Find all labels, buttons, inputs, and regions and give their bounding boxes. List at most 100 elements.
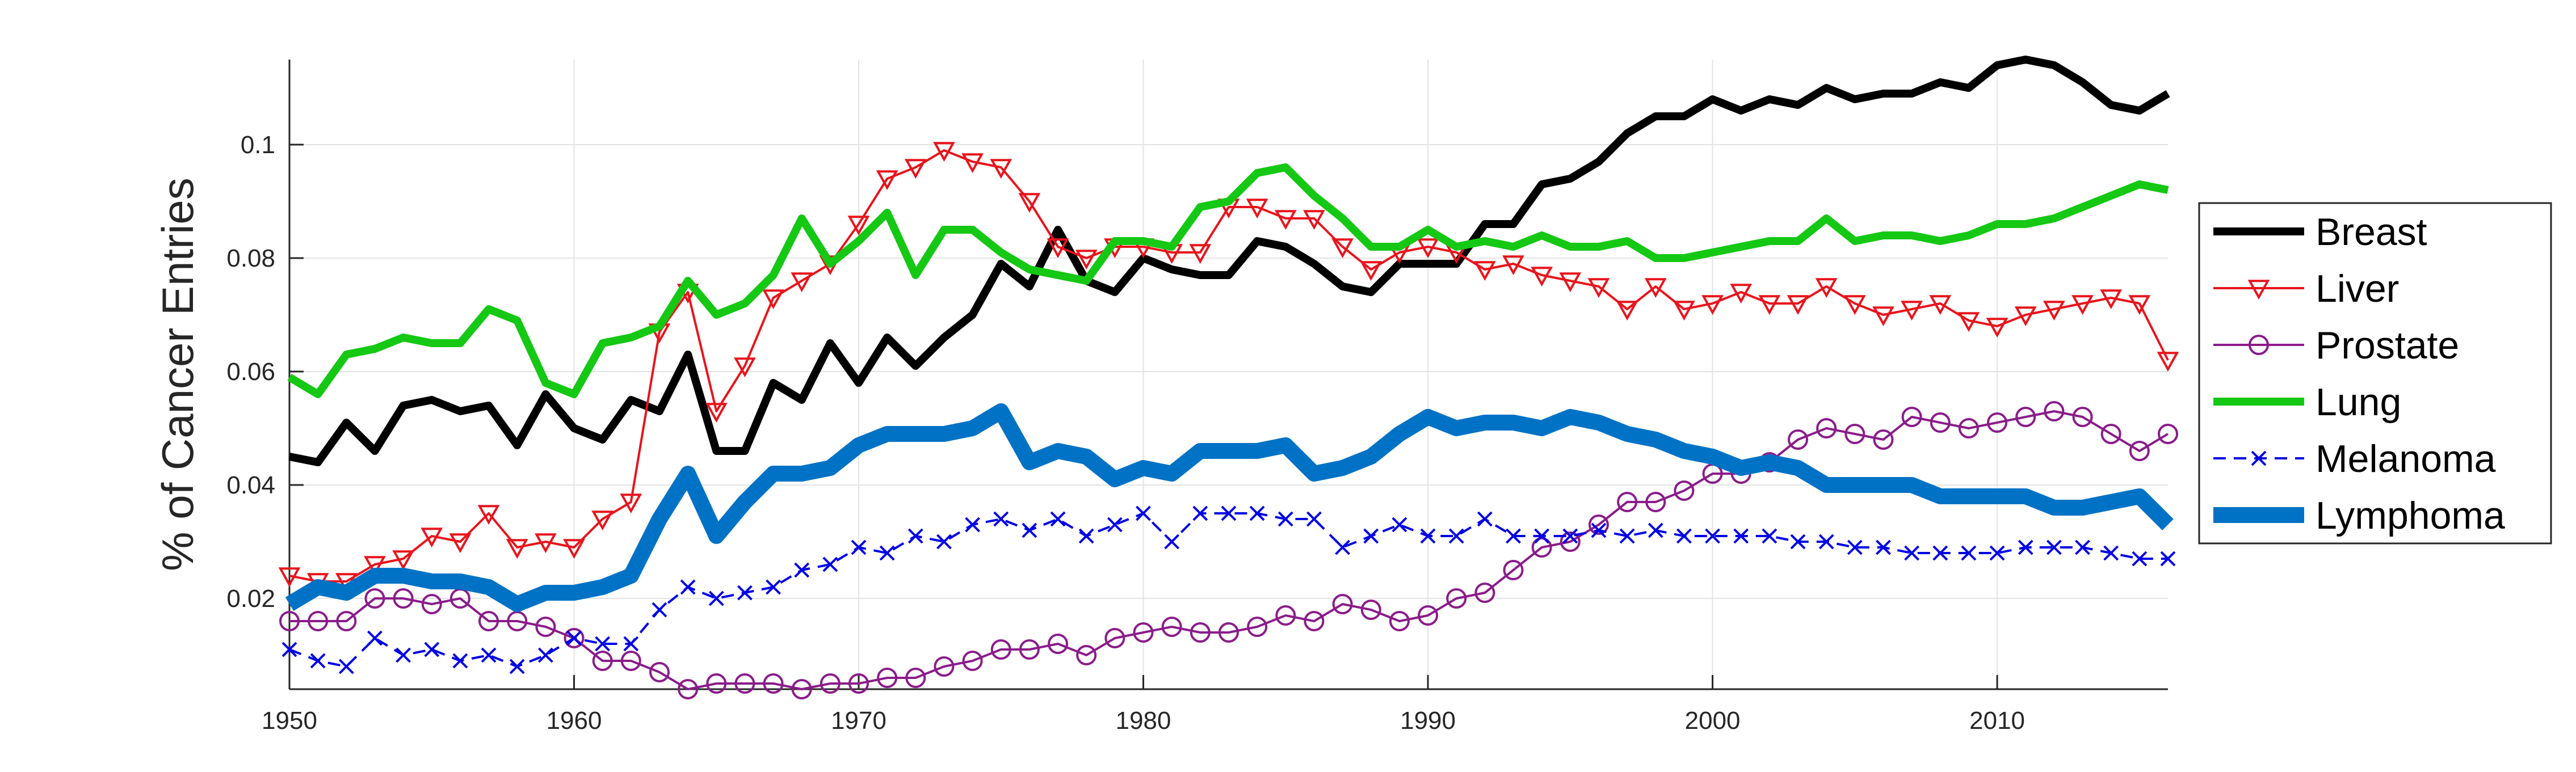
data-point-liver	[1047, 238, 1069, 259]
data-point-prostate	[1446, 588, 1467, 609]
data-point-melanoma	[338, 659, 354, 674]
data-point-liver	[1502, 255, 1524, 276]
data-point-melanoma	[2160, 551, 2176, 567]
data-point-melanoma	[737, 585, 753, 601]
data-point-liver	[534, 533, 557, 554]
data-point-prostate	[2015, 407, 2036, 427]
data-point-prostate	[791, 679, 812, 699]
data-point-melanoma	[1477, 511, 1493, 527]
data-point-prostate	[478, 611, 499, 631]
data-point-melanoma	[822, 556, 838, 572]
data-point-prostate	[1873, 429, 1894, 450]
data-point-liver	[847, 216, 870, 236]
legend-item-breast: Breast	[2213, 210, 2427, 254]
y-tick-label: 0.1	[241, 131, 275, 159]
data-point-prostate	[2044, 401, 2065, 421]
data-point-liver	[449, 533, 472, 554]
data-point-prostate	[1474, 583, 1495, 603]
data-point-liver	[1018, 193, 1041, 213]
data-point-liver	[506, 539, 528, 559]
data-point-melanoma	[2103, 545, 2119, 561]
data-point-melanoma	[1847, 539, 1863, 555]
data-point-liver	[1957, 312, 1980, 332]
data-point-liver	[2043, 301, 2065, 321]
data-point-prostate	[393, 588, 414, 609]
data-point-prostate	[1531, 537, 1552, 558]
legend-label-liver: Liver	[2316, 267, 2399, 310]
data-point-liver	[1730, 284, 1753, 304]
data-point-melanoma	[1448, 528, 1464, 544]
data-point-liver	[961, 153, 984, 174]
x-tick-label: 1960	[547, 707, 602, 735]
data-point-prostate	[1844, 424, 1865, 444]
y-tick-label: 0.04	[226, 471, 275, 499]
data-point-prostate	[364, 588, 385, 609]
data-point-melanoma	[1818, 534, 1834, 550]
data-point-prostate	[1987, 412, 2008, 433]
data-point-melanoma	[1961, 545, 1977, 561]
data-point-liver	[1701, 295, 1724, 315]
data-point-prostate	[877, 668, 898, 688]
data-point-melanoma	[1136, 505, 1151, 521]
data-point-melanoma	[993, 511, 1009, 527]
data-point-prostate	[1247, 617, 1268, 637]
data-point-melanoma	[1078, 528, 1094, 544]
data-point-prostate	[336, 611, 357, 631]
data-point-prostate	[1133, 622, 1154, 643]
data-point-prostate	[1104, 628, 1125, 648]
series-line-lymphoma	[285, 403, 2174, 612]
data-point-liver	[1417, 238, 1439, 259]
data-point-prostate	[1275, 605, 1296, 626]
data-point-liver	[1274, 210, 1297, 230]
data-point-prostate	[1332, 594, 1353, 614]
legend-item-melanoma: Melanoma	[2213, 437, 2496, 480]
data-point-liver	[705, 403, 728, 423]
data-point-liver	[933, 142, 955, 162]
data-point-prostate	[2129, 441, 2150, 461]
data-point-melanoma	[652, 602, 667, 618]
data-point-melanoma	[2075, 539, 2090, 555]
data-point-prostate	[990, 639, 1011, 660]
data-point-prostate	[649, 662, 670, 682]
series-line-liver	[289, 149, 2169, 583]
data-point-melanoma	[481, 647, 497, 663]
data-point-melanoma	[310, 653, 326, 669]
x-tick-label: 1970	[831, 707, 886, 735]
series-melanoma	[281, 505, 2176, 674]
data-point-prostate	[1304, 611, 1325, 631]
data-point-liver	[2071, 295, 2094, 315]
x-tick-label: 1950	[262, 707, 317, 735]
data-point-liver	[1986, 318, 2008, 338]
data-point-melanoma	[623, 636, 639, 652]
data-point-prostate	[1816, 418, 1837, 438]
data-point-melanoma	[1619, 528, 1635, 544]
data-point-liver	[1815, 278, 1838, 298]
data-point-melanoma	[537, 647, 553, 663]
data-point-melanoma	[766, 579, 781, 595]
data-point-melanoma	[1932, 545, 1948, 561]
data-point-liver	[477, 505, 500, 525]
legend-item-lung: Lung	[2213, 381, 2401, 424]
data-point-melanoma	[708, 590, 724, 606]
x-tick-label: 2010	[1969, 707, 2025, 735]
data-point-liver	[1587, 278, 1610, 298]
data-point-melanoma	[1192, 505, 1208, 521]
data-point-liver	[791, 272, 813, 293]
data-point-melanoma	[879, 545, 895, 561]
data-point-liver	[1559, 272, 1582, 293]
data-point-liver	[364, 556, 386, 576]
data-point-prostate	[1503, 560, 1524, 580]
data-point-prostate	[763, 673, 784, 694]
data-point-melanoma	[509, 659, 525, 674]
data-point-prostate	[1360, 600, 1381, 620]
data-point-melanoma	[965, 517, 981, 533]
data-point-prostate	[535, 617, 556, 637]
data-point-liver	[620, 493, 642, 514]
data-point-prostate	[620, 651, 641, 671]
data-point-liver	[1616, 301, 1638, 321]
legend-label-lymphoma: Lymphoma	[2316, 494, 2505, 537]
data-point-prostate	[1161, 617, 1182, 637]
data-point-prostate	[820, 673, 841, 694]
data-point-prostate	[2100, 424, 2121, 444]
data-point-prostate	[1617, 492, 1638, 512]
